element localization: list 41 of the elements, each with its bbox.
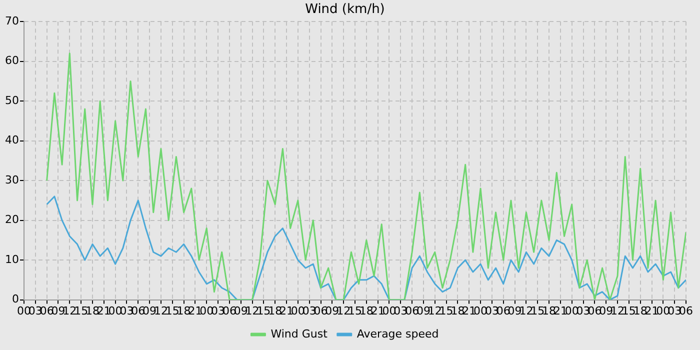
y-tick-label: 10 — [4, 252, 19, 266]
x-tick-label: 09 — [416, 304, 430, 318]
x-tick-label: 18 — [176, 304, 191, 318]
legend-label: Wind Gust — [270, 327, 328, 340]
y-tick-label: 20 — [4, 213, 19, 226]
x-tick-label: 09 — [234, 304, 248, 318]
y-tick-label: 70 — [4, 14, 19, 28]
y-tick-label: 50 — [4, 94, 19, 107]
x-tick-label: 12 — [336, 304, 351, 318]
chart-title: Wind (km/h) — [305, 2, 385, 18]
y-tick-label: 30 — [4, 173, 19, 186]
y-tick-label: 60 — [4, 54, 19, 68]
x-tick-label: 06 — [679, 304, 693, 318]
x-tick-label: 18 — [633, 304, 648, 318]
x-tick-label: 21 — [370, 304, 385, 318]
x-tick-label: 21 — [96, 304, 111, 318]
x-tick-label: 18 — [359, 304, 374, 318]
x-tick-label: 21 — [280, 304, 294, 318]
x-tick-label: 12 — [428, 304, 442, 318]
x-tick-label: 09 — [508, 304, 522, 318]
x-tick-label: 12 — [519, 304, 534, 318]
x-tick-label: 21 — [644, 304, 659, 318]
x-tick-label: 15 — [256, 304, 271, 318]
y-tick-label: 0 — [12, 292, 19, 306]
x-tick-label: 15 — [439, 304, 454, 318]
x-tick-label: 00 — [656, 304, 670, 318]
x-tick-label: 12 — [62, 304, 77, 318]
x-tick-label: 00 — [200, 304, 214, 318]
x-tick-label: 18 — [268, 304, 282, 318]
x-tick-label: 09 — [51, 304, 66, 318]
x-tick-label: 09 — [325, 304, 340, 318]
x-tick-label: 21 — [462, 304, 476, 318]
x-tick-label: 15 — [530, 304, 545, 318]
x-tick-label: 18 — [450, 304, 465, 318]
x-tick-label: 12 — [245, 304, 260, 318]
y-tick-label: 40 — [4, 134, 19, 147]
x-tick-label: 09 — [599, 304, 614, 318]
x-tick-label: 15 — [165, 304, 180, 318]
x-tick-label: 21 — [188, 304, 202, 318]
x-tick-label: 15 — [348, 304, 362, 318]
legend-label: Average speed — [356, 327, 439, 340]
